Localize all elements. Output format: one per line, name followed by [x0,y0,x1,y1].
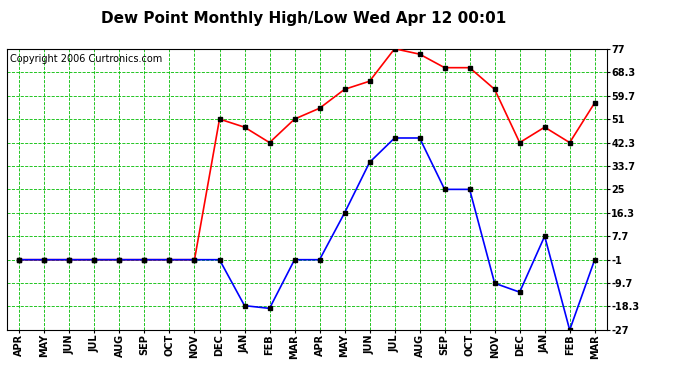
Text: Copyright 2006 Curtronics.com: Copyright 2006 Curtronics.com [10,54,162,64]
Text: Dew Point Monthly High/Low Wed Apr 12 00:01: Dew Point Monthly High/Low Wed Apr 12 00… [101,11,506,26]
